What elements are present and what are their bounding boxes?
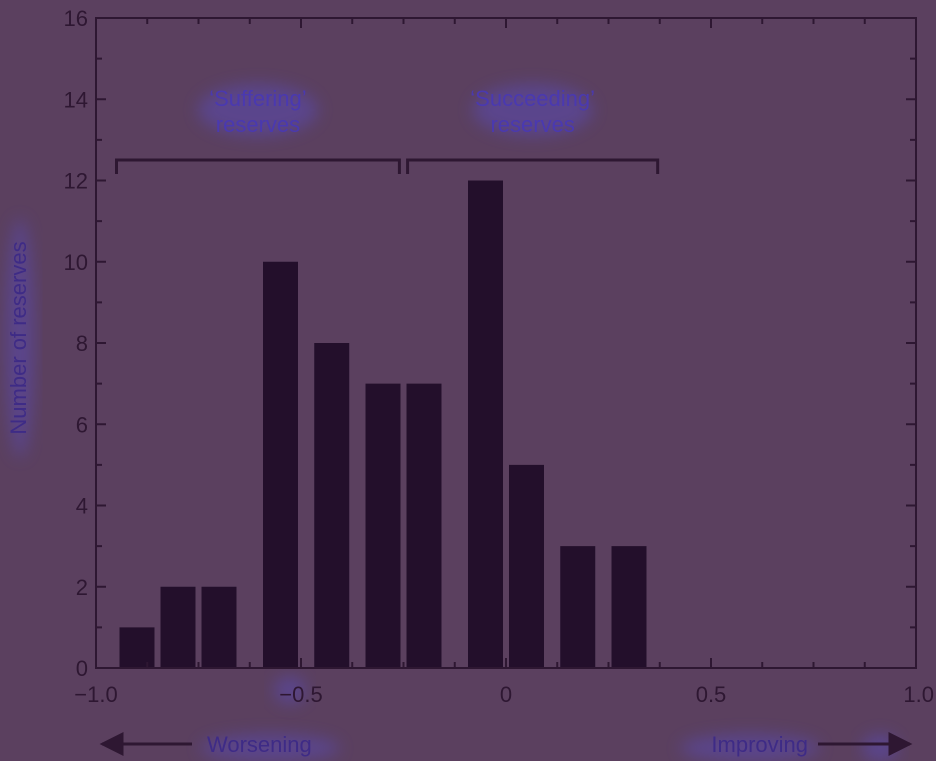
bar-9 — [560, 546, 596, 668]
label-glow-2 — [680, 734, 820, 761]
bar-5 — [365, 383, 401, 668]
bar-1 — [160, 586, 196, 668]
annotation-1-line1: ‘Succeeding’ — [470, 86, 595, 111]
label-glow-4 — [862, 734, 898, 761]
bar-10 — [611, 546, 647, 668]
worsening-label: Worsening — [207, 732, 312, 757]
x-tick-label-0: −1.0 — [74, 682, 117, 707]
axes-group — [95, 17, 917, 669]
annotation-0-line1: ‘Suffering’ — [209, 86, 306, 111]
label-glow-0 — [6, 218, 34, 458]
annotation-glow-0 — [197, 84, 318, 136]
tick-labels-group: 0 2 4 6 8 10 12 14 16 −1.0 −0.5 0 0.5 1.0 — [64, 6, 934, 707]
x-tick-label-3: 0.5 — [696, 682, 727, 707]
bar-0 — [119, 627, 155, 668]
improving-label: Improving — [711, 732, 808, 757]
bar-7 — [468, 180, 503, 668]
highlight-glows — [6, 84, 898, 761]
y-tick-label-2: 2 — [76, 575, 88, 600]
bracket-1 — [406, 158, 660, 174]
bar-4 — [314, 343, 350, 668]
x-tick-label-1: −0.5 — [279, 682, 322, 707]
annotation-1-line2: reserves — [490, 112, 574, 137]
bars-group — [119, 180, 647, 668]
label-glow-3 — [274, 676, 306, 704]
y-tick-label-14: 14 — [64, 87, 88, 112]
annotations-group: ‘Suffering’reserves‘Succeeding’reserves — [115, 86, 660, 174]
y-axis-label: Number of reserves — [6, 241, 31, 434]
y-tick-label-16: 16 — [64, 6, 88, 31]
y-tick-label-8: 8 — [76, 331, 88, 356]
x-tick-label-4: 1.0 — [903, 682, 934, 707]
bar-2 — [201, 586, 237, 668]
y-tick-label-10: 10 — [64, 250, 88, 275]
y-tick-label-4: 4 — [76, 494, 88, 519]
bar-8 — [509, 464, 544, 668]
bar-6 — [406, 383, 442, 668]
y-tick-label-0: 0 — [76, 656, 88, 681]
label-glow-1 — [200, 734, 340, 761]
bar-3 — [263, 261, 298, 668]
annotation-glow-1 — [472, 84, 593, 136]
x-tick-label-2: 0 — [500, 682, 512, 707]
direction-indicators: Worsening Improving — [99, 732, 913, 757]
y-tick-label-6: 6 — [76, 412, 88, 437]
y-tick-label-12: 12 — [64, 169, 88, 194]
bracket-0 — [115, 158, 401, 174]
annotation-0-line2: reserves — [216, 112, 300, 137]
